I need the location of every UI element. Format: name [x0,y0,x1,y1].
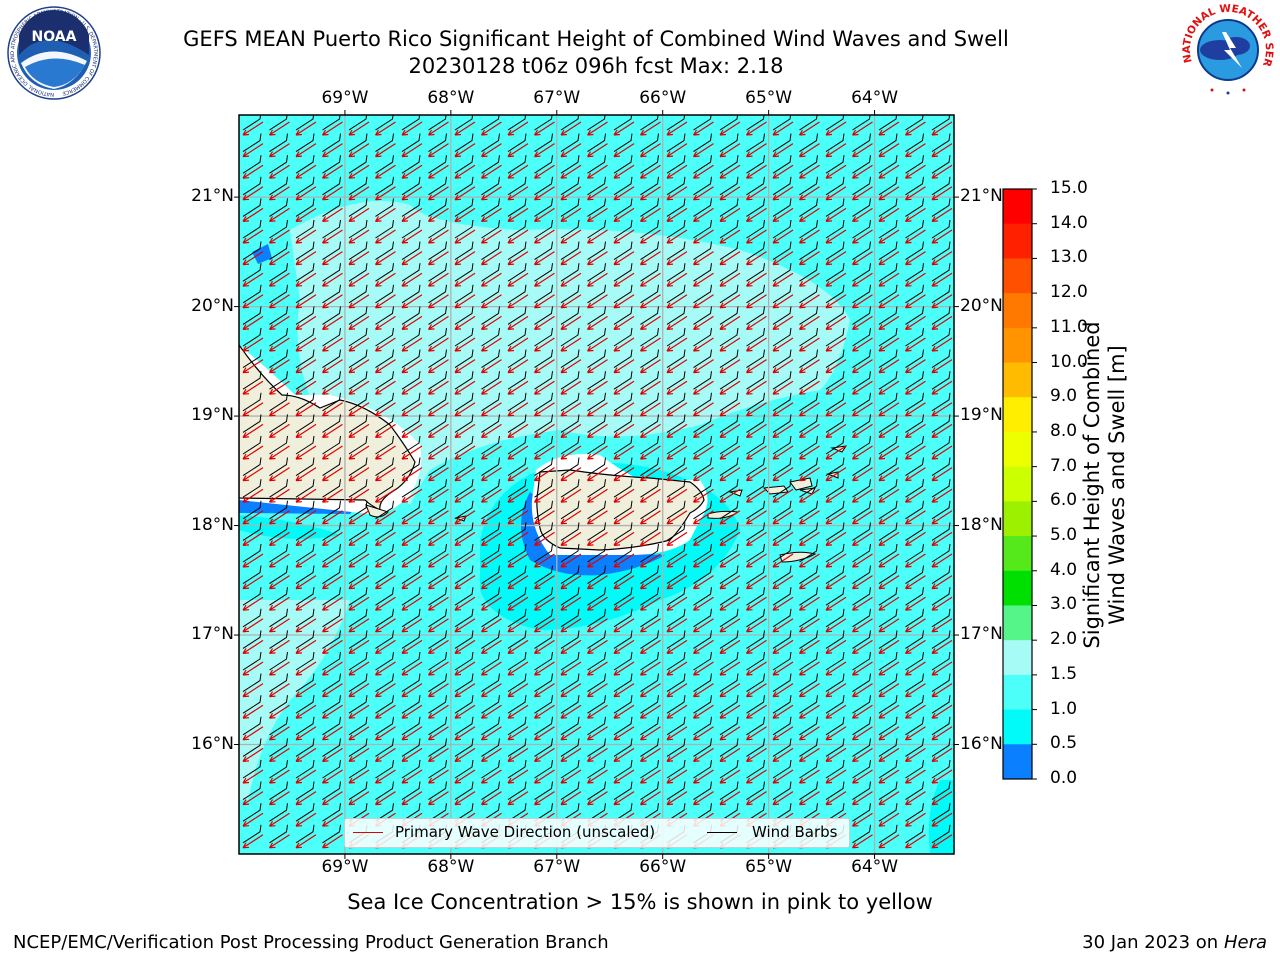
lat-tick-label: 20°N [191,295,234,316]
lat-tick-label: 18°N [191,514,234,535]
colorbar-tick-label: 5.0 [1050,525,1078,546]
colorbar-tick-label: 1.0 [1050,698,1078,719]
footer-date-text: 30 Jan 2023 on [1082,932,1224,953]
lat-tick-label: 19°N [191,405,234,426]
footer-machine: Hera [1223,932,1267,953]
lat-tick-label: 21°N [960,186,1003,207]
colorbar-tick-label: 11.0 [1050,316,1088,337]
wave-direction-legend-line [353,832,383,833]
wind-barbs-legend-label: Wind Barbs [752,823,838,841]
colorbar-tick-label: 7.0 [1050,455,1078,476]
lon-tick-label: 68°W [427,88,475,108]
colorbar-tick-label: 12.0 [1050,282,1088,303]
lon-tick-label: 64°W [851,88,899,108]
lat-tick-label: 18°N [960,514,1003,535]
lat-tick-label: 17°N [960,624,1003,645]
lon-tick-label: 66°W [639,88,687,108]
lat-tick-label: 16°N [960,733,1003,754]
colorbar [1002,188,1037,780]
colorbar-tick-label: 3.0 [1050,594,1078,615]
lon-tick-label: 67°W [533,857,581,877]
colorbar-tick-label: 8.0 [1050,420,1078,441]
colorbar-tick-label: 0.5 [1050,733,1078,754]
lat-tick-label: 20°N [960,295,1003,316]
lon-tick-label: 64°W [851,857,899,877]
colorbar-tick-label: 6.0 [1050,490,1078,511]
colorbar-tick-label: 10.0 [1050,351,1088,372]
colorbar-tick-label: 4.0 [1050,559,1078,580]
lat-tick-label: 17°N [191,624,234,645]
colorbar-tick-label: 0.0 [1050,768,1078,788]
chart-subtitle-run: 20230128 t06z 096h fcst Max: 2.18 [408,54,784,78]
lon-tick-label: 69°W [321,88,369,108]
wind-barbs-legend-line [707,832,737,833]
sea-ice-note: Sea Ice Concentration > 15% is shown in … [347,890,933,914]
colorbar-tick-label: 14.0 [1050,212,1088,233]
colorbar-tick-label: 1.5 [1050,663,1078,684]
colorbar-tick-label: 9.0 [1050,386,1078,407]
map-frame [238,114,955,855]
colorbar-label-line2: Wind Waves and Swell [m] [1105,345,1129,625]
colorbar-tick-label: 2.0 [1050,629,1078,650]
noaa-logo: NOAA NATIONAL OCEANIC AND ATMOSPHERIC AD… [7,6,101,100]
lon-tick-label: 65°W [745,88,793,108]
colorbar-tick-label: 15.0 [1050,178,1088,198]
noaa-logo-text: NOAA [32,29,77,45]
map-legend: Primary Wave Direction (unscaled) Wind B… [344,818,850,848]
lon-tick-label: 69°W [321,857,369,877]
colorbar-label-line1: Significant Height of Combined [1080,321,1104,649]
lon-tick-label: 67°W [533,88,581,108]
lat-tick-label: 21°N [191,186,234,207]
lon-tick-label: 68°W [427,857,475,877]
chart-title: GEFS MEAN Puerto Rico Significant Height… [183,27,1009,51]
wave-direction-legend-label: Primary Wave Direction (unscaled) [395,823,656,841]
footer-branch: NCEP/EMC/Verification Post Processing Pr… [13,932,609,953]
lon-tick-label: 65°W [745,857,793,877]
lon-tick-label: 66°W [639,857,687,877]
colorbar-tick-label: 13.0 [1050,247,1088,268]
nws-logo: NATIONAL WEATHER SERVICE [1178,2,1275,96]
footer-date: 30 Jan 2023 on Hera [1082,932,1267,953]
lat-tick-label: 16°N [191,733,234,754]
lat-tick-label: 19°N [960,405,1003,426]
